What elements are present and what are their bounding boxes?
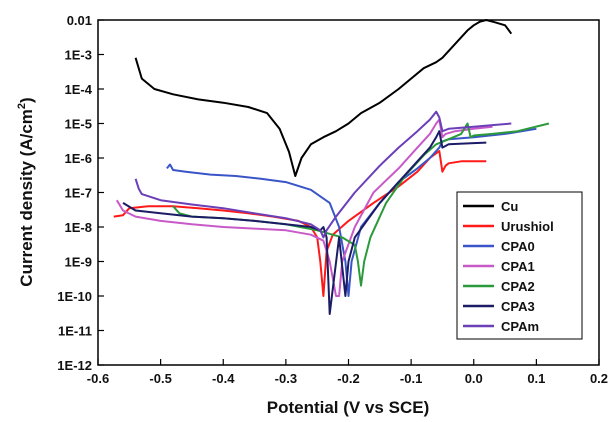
y-tick-label: 1E-6 bbox=[65, 151, 92, 166]
x-tick-label: -0.1 bbox=[400, 371, 422, 386]
x-tick-label: 0.0 bbox=[465, 371, 483, 386]
y-tick-label: 1E-10 bbox=[57, 289, 92, 304]
y-axis-ticks: 0.01 1E-3 1E-4 1E-5 1E-6 1E-7 1E-8 1E-9 1E-10 1E-… bbox=[57, 13, 104, 373]
y-tick-label: 1E-4 bbox=[65, 82, 93, 97]
curves-layer bbox=[113, 19, 550, 315]
x-axis-ticks: -0.6 -0.5 -0.4 -0.3 -0.2 -0.1 0.0 0.1 0.2 bbox=[87, 359, 608, 386]
y-axis-title-end: ) bbox=[17, 97, 36, 103]
legend-label-urushiol: Urushiol bbox=[501, 219, 554, 234]
series-line-cpa3 bbox=[122, 130, 487, 315]
y-tick-label: 1E-12 bbox=[57, 358, 92, 373]
legend-label-cu: Cu bbox=[501, 199, 518, 214]
legend-label-cpa1: CPA1 bbox=[501, 259, 535, 274]
x-tick-label: -0.6 bbox=[87, 371, 109, 386]
x-tick-label: -0.5 bbox=[149, 371, 171, 386]
y-tick-label: 0.01 bbox=[67, 13, 92, 28]
legend-label-cpa3: CPA3 bbox=[501, 299, 535, 314]
y-tick-label: 1E-7 bbox=[65, 186, 92, 201]
y-tick-label: 1E-9 bbox=[65, 255, 92, 270]
y-tick-label: 1E-8 bbox=[65, 220, 92, 235]
y-axis-title-sup: 2 bbox=[16, 103, 28, 109]
legend-label-cpam: CPAm bbox=[501, 319, 539, 334]
series-line-cpa1 bbox=[115, 118, 493, 297]
x-tick-label: -0.4 bbox=[212, 371, 235, 386]
y-axis-title: Current density (A/cm2) bbox=[16, 97, 36, 286]
y-tick-label: 1E-5 bbox=[65, 117, 92, 132]
y-tick-label: 1E-3 bbox=[65, 48, 92, 63]
x-axis-title: Potential (V vs SCE) bbox=[267, 398, 429, 417]
legend: Cu Urushiol CPA0 CPA1 CPA2 CPA3 CPAm bbox=[456, 191, 583, 340]
x-tick-label: -0.3 bbox=[275, 371, 297, 386]
series-line-cu bbox=[134, 19, 513, 177]
x-tick-label: 0.2 bbox=[590, 371, 608, 386]
x-tick-label: 0.1 bbox=[527, 371, 545, 386]
legend-label-cpa2: CPA2 bbox=[501, 279, 535, 294]
legend-label-cpa0: CPA0 bbox=[501, 239, 535, 254]
series-line-urushiol bbox=[113, 150, 487, 297]
y-tick-label: 1E-11 bbox=[58, 324, 92, 339]
x-tick-label: -0.2 bbox=[337, 371, 359, 386]
series-line-cpam bbox=[134, 110, 512, 239]
y-axis-title-main: Current density (A/cm bbox=[17, 109, 36, 287]
